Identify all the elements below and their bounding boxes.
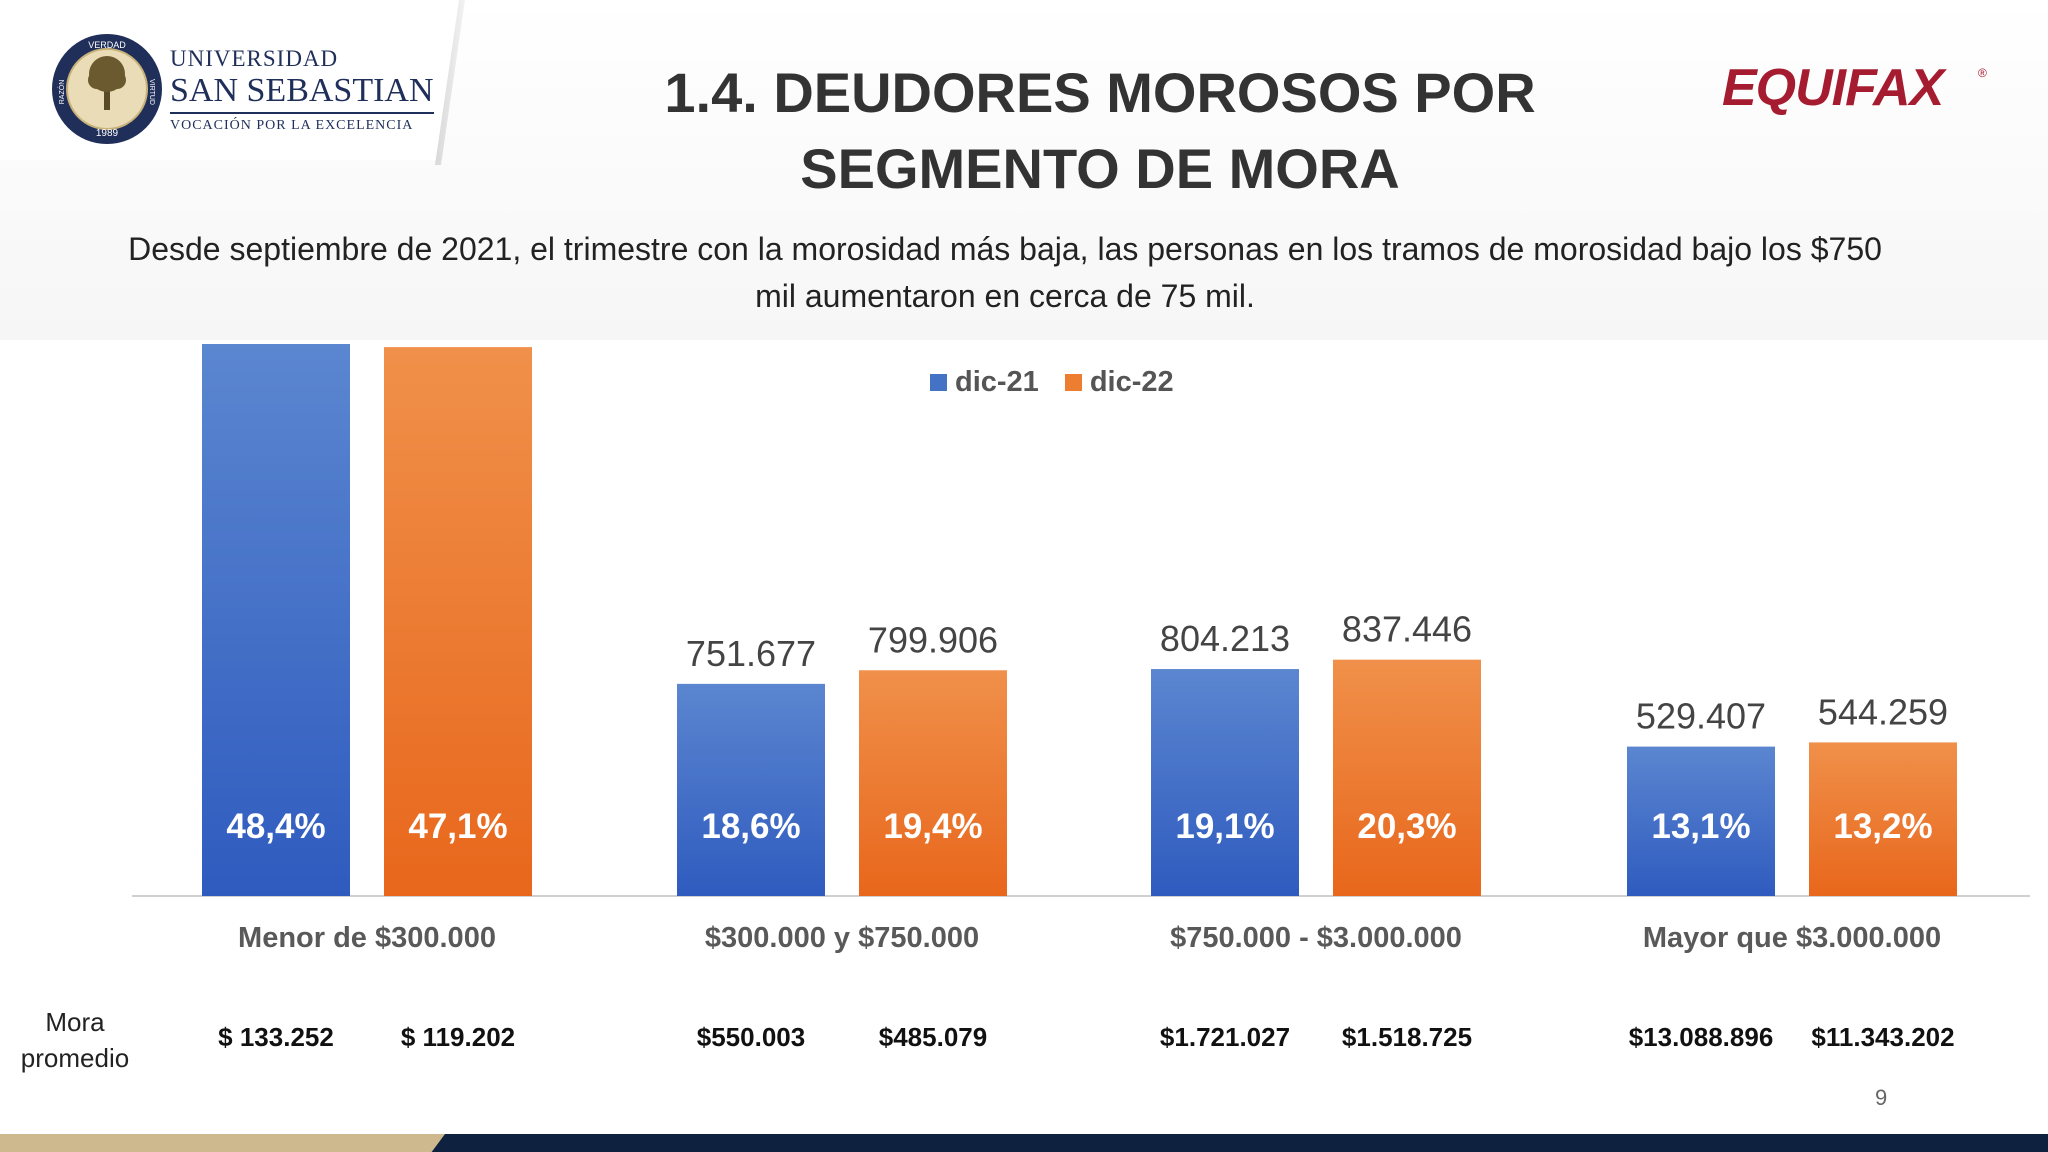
mora-value-dic22-0: $ 119.202 <box>400 1022 516 1052</box>
value-label-dic21-1: 751.677 <box>686 633 816 674</box>
footer-gold-bar <box>0 1134 445 1152</box>
percent-label-dic22-2: 20,3% <box>1357 807 1456 846</box>
university-line-2: SAN SEBASTIAN <box>170 72 434 114</box>
university-line-1: UNIVERSIDAD <box>170 46 339 71</box>
legend-swatch-dic22 <box>1064 374 1082 391</box>
mora-value-dic22-1: $485.079 <box>878 1022 988 1052</box>
university-name: UNIVERSIDAD SAN SEBASTIAN VOCACIÓN POR L… <box>170 46 434 136</box>
bar-dic22-3 <box>1809 742 1957 896</box>
university-tagline: VOCACIÓN POR LA EXCELENCIA <box>170 118 414 133</box>
percent-label-dic22-3: 13,2% <box>1833 807 1932 846</box>
value-label-dic22-3: 544.259 <box>1818 691 1948 732</box>
seal-word-top: VERDAD <box>88 40 126 50</box>
mora-value-dic21-2: $1.721.027 <box>1159 1022 1291 1052</box>
bar-dic21-2 <box>1151 669 1299 896</box>
category-label-1: $300.000 y $750.000 <box>705 922 979 954</box>
title-line-2: SEGMENTO DE MORA <box>800 137 1400 200</box>
page-title: 1.4. DEUDORES MOROSOS POR SEGMENTO DE MO… <box>600 55 1600 207</box>
percent-label-dic21-0: 48,4% <box>226 807 325 846</box>
value-label-dic22-1: 799.906 <box>868 619 998 660</box>
percent-label-dic22-1: 19,4% <box>883 807 982 846</box>
mora-value-dic21-3: $13.088.896 <box>1628 1022 1774 1052</box>
seal-word-left: RAZÓN <box>57 80 66 105</box>
subtitle-line-2: mil aumentaron en cerca de 75 mil. <box>755 278 1255 314</box>
category-label-3: Mayor que $3.000.000 <box>1643 922 1941 954</box>
percent-label-dic22-0: 47,1% <box>408 807 507 846</box>
subtitle-line-1: Desde septiembre de 2021, el trimestre c… <box>128 231 1882 267</box>
mora-value-dic22-3: $11.343.202 <box>1811 1022 1955 1052</box>
legend-item-dic22: dic-22 <box>1064 366 1174 399</box>
bar-dic21-1 <box>677 683 825 896</box>
seal-word-right: VIRTUD <box>148 79 155 105</box>
legend-item-dic21: dic-21 <box>930 366 1039 399</box>
page-number: 9 <box>1875 1085 1888 1110</box>
title-line-1: 1.4. DEUDORES MOROSOS POR <box>664 61 1536 124</box>
subtitle: Desde septiembre de 2021, el trimestre c… <box>30 226 1980 320</box>
legend-swatch-dic21 <box>930 374 947 391</box>
mora-value-dic21-1: $550.003 <box>696 1022 806 1052</box>
category-label-0: Menor de $300.000 <box>238 922 496 954</box>
bar-dic22-2 <box>1333 659 1481 896</box>
chart-legend: dic-21 dic-22 <box>930 366 1200 399</box>
mora-label-line-1: Mora <box>45 1007 105 1037</box>
percent-label-dic21-1: 18,6% <box>701 807 800 846</box>
mora-promedio-label: Mora promedio <box>10 1004 140 1076</box>
percent-label-dic21-3: 13,1% <box>1651 807 1750 846</box>
mora-value-dic21-0: $ 133.252 <box>218 1022 334 1052</box>
equifax-logo: EQUIFAX <box>1722 59 1944 117</box>
equifax-registered-mark: ® <box>1978 66 1987 80</box>
seal-year: 1989 <box>96 128 119 139</box>
legend-label-dic21: dic-21 <box>955 366 1039 398</box>
mora-label-line-2: promedio <box>20 1043 130 1073</box>
value-label-dic21-2: 804.213 <box>1160 618 1290 659</box>
legend-label-dic22: dic-22 <box>1089 366 1174 398</box>
value-label-dic22-2: 837.446 <box>1342 609 1472 650</box>
bar-dic22-0 <box>384 347 532 896</box>
bar-dic21-0 <box>202 344 350 896</box>
footer-navy-bar <box>0 1134 2048 1152</box>
bar-dic21-3 <box>1627 746 1775 896</box>
bar-chart: 1.955.97648,4%1.944.95947,1%Menor de $30… <box>132 344 2030 954</box>
category-label-2: $750.000 - $3.000.000 <box>1170 922 1462 954</box>
university-seal-icon: VERDAD RAZÓN VIRTUD 1989 <box>52 34 162 144</box>
value-label-dic21-3: 529.407 <box>1636 696 1766 737</box>
mora-value-dic22-2: $1.518.725 <box>1341 1022 1473 1052</box>
percent-label-dic21-2: 19,1% <box>1175 807 1274 846</box>
bar-dic22-1 <box>859 670 1007 896</box>
